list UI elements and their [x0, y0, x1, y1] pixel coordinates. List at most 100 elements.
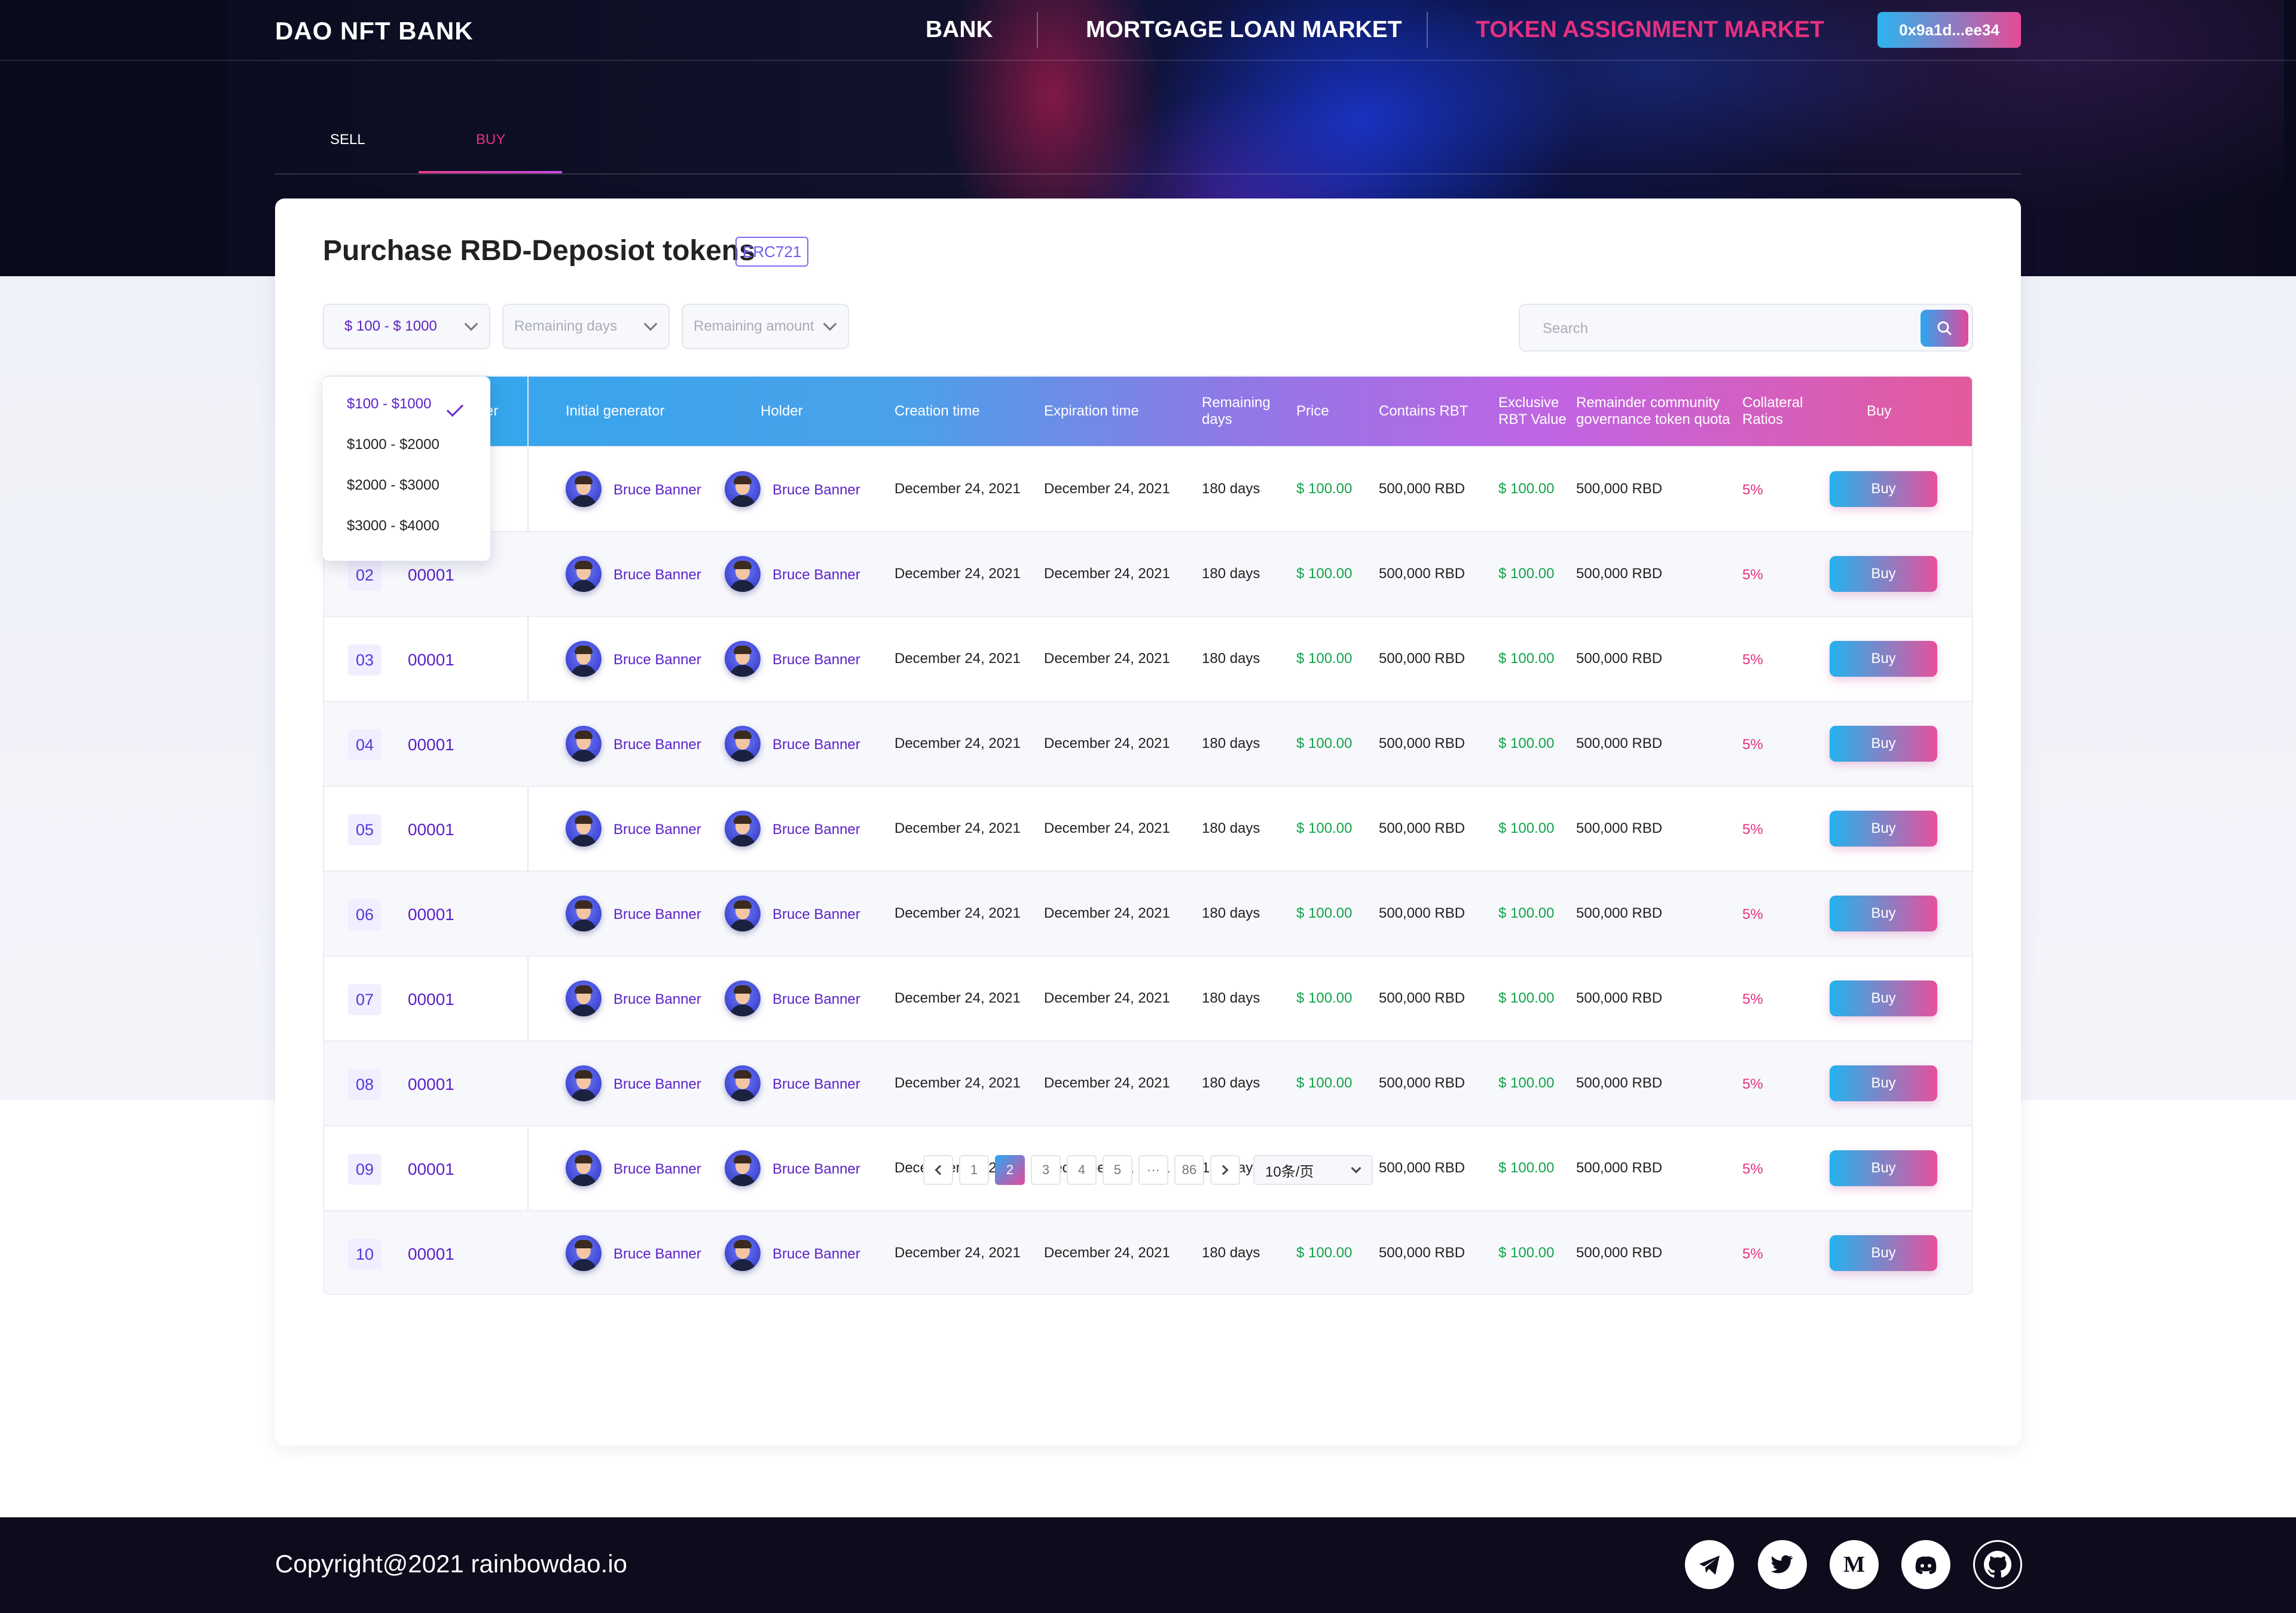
page-button[interactable]: 1: [959, 1155, 989, 1185]
discord-icon[interactable]: [1901, 1540, 1950, 1589]
cell-price: $ 100.00: [1296, 481, 1352, 497]
buy-button[interactable]: Buy: [1830, 980, 1937, 1016]
token-code[interactable]: 00001: [408, 1075, 454, 1093]
dropdown-option[interactable]: $100 - $1000: [347, 396, 432, 412]
page-button[interactable]: 5: [1103, 1155, 1132, 1185]
cell-created: December 24, 2021: [894, 1245, 1021, 1261]
cell-expires: December 24, 2021: [1044, 820, 1170, 836]
page-size-select[interactable]: 10条/页: [1253, 1155, 1373, 1185]
github-icon[interactable]: [1973, 1540, 2022, 1589]
prev-page-button[interactable]: [923, 1155, 953, 1185]
token-code[interactable]: 00001: [408, 990, 454, 1009]
buy-button[interactable]: Buy: [1830, 811, 1937, 847]
buy-button[interactable]: Buy: [1830, 1235, 1937, 1271]
remaining-days-select[interactable]: Remaining days: [502, 304, 670, 349]
avatar: [725, 896, 761, 931]
holder-link[interactable]: Bruce Banner: [773, 1161, 860, 1177]
avatar: [566, 896, 602, 931]
holder-link[interactable]: Bruce Banner: [773, 482, 860, 498]
initial-generator-link[interactable]: Bruce Banner: [613, 1246, 701, 1262]
remaining-amount-select[interactable]: Remaining amount: [682, 304, 849, 349]
dropdown-option[interactable]: $1000 - $2000: [347, 436, 439, 453]
token-code[interactable]: 00001: [408, 1160, 454, 1178]
holder-link[interactable]: Bruce Banner: [773, 737, 860, 753]
initial-generator-link[interactable]: Bruce Banner: [613, 821, 701, 838]
nav-token-assignment-market[interactable]: TOKEN ASSIGNMENT MARKET: [1476, 17, 1824, 42]
nav-bank[interactable]: BANK: [926, 17, 993, 42]
avatar: [725, 811, 761, 847]
tab-buy[interactable]: BUY: [476, 132, 506, 148]
search-input[interactable]: Search: [1543, 320, 1589, 337]
chevron-down-icon: [643, 317, 658, 331]
buy-button[interactable]: Buy: [1830, 1150, 1937, 1186]
buy-button[interactable]: Buy: [1830, 641, 1937, 677]
initial-generator-link[interactable]: Bruce Banner: [613, 1161, 701, 1177]
cell-exclusive: $ 100.00: [1498, 650, 1555, 667]
erc721-tag: ERC721: [735, 237, 809, 267]
row-index: 04: [348, 729, 381, 760]
cell-created: December 24, 2021: [894, 650, 1021, 667]
search-button[interactable]: [1921, 310, 1968, 347]
avatar: [566, 980, 602, 1016]
cell-exclusive: $ 100.00: [1498, 820, 1555, 836]
page-button[interactable]: 3: [1031, 1155, 1061, 1185]
telegram-icon[interactable]: [1685, 1540, 1734, 1589]
initial-generator-link[interactable]: Bruce Banner: [613, 652, 701, 668]
page-button-active[interactable]: 2: [995, 1155, 1025, 1185]
initial-generator-link[interactable]: Bruce Banner: [613, 906, 701, 922]
search-box[interactable]: Search: [1519, 304, 1973, 352]
price-range-select[interactable]: $ 100 - $ 1000: [323, 304, 490, 349]
brand-logo[interactable]: DAO NFT BANK: [275, 17, 474, 45]
tab-sell[interactable]: SELL: [330, 132, 365, 148]
page-ellipsis[interactable]: ···: [1138, 1155, 1168, 1185]
buy-button[interactable]: Buy: [1830, 1065, 1937, 1101]
cell-rbt: 500,000 RBD: [1379, 735, 1465, 751]
initial-generator-link[interactable]: Bruce Banner: [613, 991, 701, 1007]
holder-link[interactable]: Bruce Banner: [773, 1246, 860, 1262]
buy-button[interactable]: Buy: [1830, 471, 1937, 507]
holder-link[interactable]: Bruce Banner: [773, 1076, 860, 1092]
token-code[interactable]: 00001: [408, 566, 454, 584]
page-button[interactable]: 86: [1174, 1155, 1204, 1185]
twitter-icon[interactable]: [1758, 1540, 1807, 1589]
initial-generator-link[interactable]: Bruce Banner: [613, 1076, 701, 1092]
token-code[interactable]: 00001: [408, 905, 454, 924]
holder-link[interactable]: Bruce Banner: [773, 652, 860, 668]
dropdown-option[interactable]: $3000 - $4000: [347, 518, 439, 534]
nav-mortgage-loan-market[interactable]: MORTGAGE LOAN MARKET: [1086, 17, 1402, 42]
cell-rbt: 500,000 RBD: [1379, 1160, 1465, 1176]
avatar: [566, 641, 602, 677]
holder-link[interactable]: Bruce Banner: [773, 821, 860, 838]
top-navbar: DAO NFT BANK BANK MORTGAGE LOAN MARKET T…: [0, 0, 2296, 61]
avatar: [566, 1235, 602, 1271]
buy-button[interactable]: Buy: [1830, 896, 1937, 931]
dropdown-option[interactable]: $2000 - $3000: [347, 477, 439, 493]
page-button[interactable]: 4: [1067, 1155, 1097, 1185]
cell-created: December 24, 2021: [894, 735, 1021, 751]
header-initial-generator: Initial generator: [566, 403, 665, 419]
chevron-left-icon: [935, 1165, 945, 1175]
initial-generator-link[interactable]: Bruce Banner: [613, 482, 701, 498]
next-page-button[interactable]: [1210, 1155, 1240, 1185]
token-code[interactable]: 00001: [408, 735, 454, 754]
buy-button[interactable]: Buy: [1830, 556, 1937, 592]
medium-icon[interactable]: M: [1830, 1540, 1879, 1589]
token-code[interactable]: 00001: [408, 1245, 454, 1263]
token-code[interactable]: 00001: [408, 650, 454, 669]
cell-exclusive: $ 100.00: [1498, 1075, 1555, 1091]
wallet-address-button[interactable]: 0x9a1d...ee34: [1877, 12, 2021, 48]
holder-link[interactable]: Bruce Banner: [773, 906, 860, 922]
holder-link[interactable]: Bruce Banner: [773, 567, 860, 583]
holder-link[interactable]: Bruce Banner: [773, 991, 860, 1007]
header-contains-rbt: Contains RBT: [1379, 403, 1468, 419]
row-index: 05: [348, 814, 381, 845]
cell-ratio: 5%: [1742, 1246, 1763, 1262]
token-code[interactable]: 00001: [408, 820, 454, 839]
cell-quota: 500,000 RBD: [1576, 1075, 1663, 1091]
avatar: [725, 641, 761, 677]
buy-button[interactable]: Buy: [1830, 726, 1937, 762]
table-header: er Initial generator Holder Creation tim…: [324, 377, 1972, 446]
initial-generator-link[interactable]: Bruce Banner: [613, 737, 701, 753]
initial-generator-link[interactable]: Bruce Banner: [613, 567, 701, 583]
